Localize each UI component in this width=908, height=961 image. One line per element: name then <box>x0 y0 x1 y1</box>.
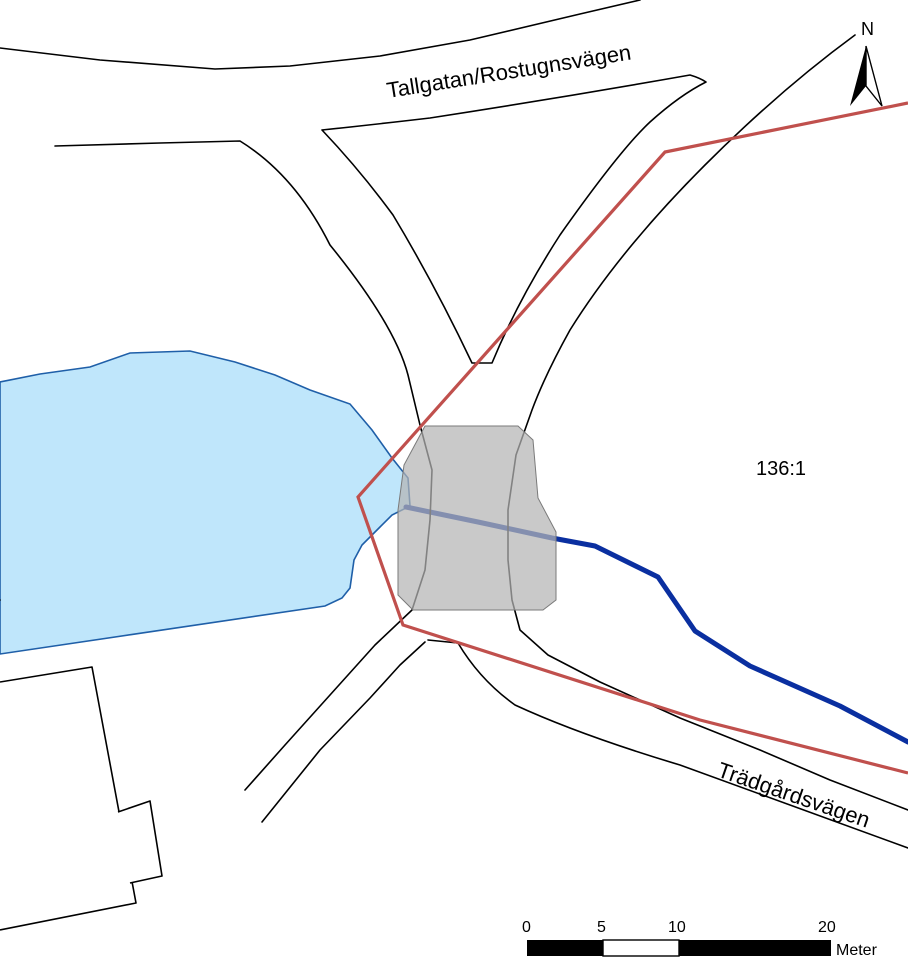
road-southwest-edge <box>0 599 426 823</box>
scale-tick-20: 20 <box>818 919 836 936</box>
road-label-tradgardsvagen: Trädgårdsvägen <box>714 757 873 833</box>
parcel-label: 136:1 <box>756 458 806 480</box>
property-boundary <box>356 101 908 775</box>
scale-bar: 0 5 10 20 Meter <box>522 919 878 959</box>
pond-water-body <box>0 350 411 655</box>
north-arrow-icon: N <box>850 19 883 107</box>
scale-unit: Meter <box>836 942 878 959</box>
road-triangle-island-edge <box>321 74 707 364</box>
culvert-crossing-area <box>397 425 557 611</box>
road-network <box>0 0 908 849</box>
north-arrow-letter: N <box>861 19 874 39</box>
scale-tick-5: 5 <box>597 919 606 936</box>
scale-tick-0: 0 <box>522 919 531 936</box>
road-right-branch-edge <box>507 34 908 811</box>
road-tallgatan-north-edge <box>0 0 641 70</box>
building-outline <box>0 666 163 931</box>
scale-tick-10: 10 <box>668 919 686 936</box>
road-tradgardsvagen-south-edge <box>427 639 908 849</box>
